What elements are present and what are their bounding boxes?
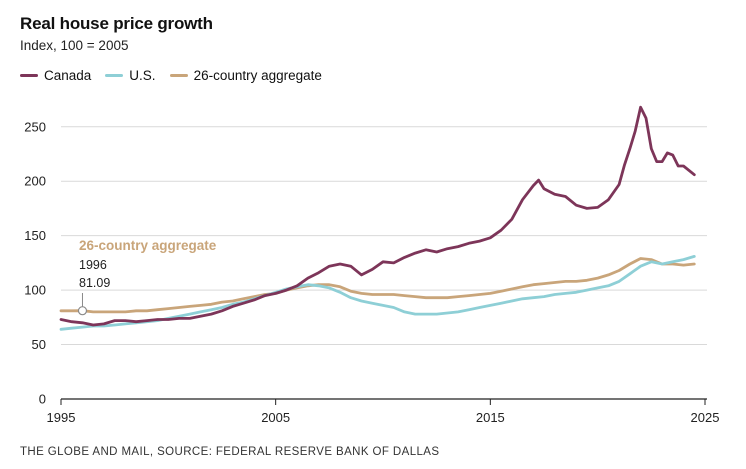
legend-item-us: U.S. — [105, 68, 156, 83]
legend-swatch-canada — [20, 74, 38, 77]
chart-title: Real house price growth — [20, 14, 213, 33]
gridlines — [61, 126, 707, 346]
legend: Canada U.S. 26-country aggregate — [20, 68, 336, 83]
annotation-year: 1996 — [79, 258, 107, 272]
annotation: 26-country aggregate 1996 81.09 — [77, 238, 217, 316]
x-tick-label-1995: 1995 — [47, 410, 76, 425]
annotation-value: 81.09 — [79, 276, 110, 290]
y-tick-label-100: 100 — [24, 283, 46, 298]
y-tick-label-150: 150 — [24, 228, 46, 243]
series-line-26-country-aggregate — [59, 257, 696, 314]
x-tick-label-2015: 2015 — [476, 410, 505, 425]
x-tick-label-2005: 2005 — [261, 410, 290, 425]
y-tick-label-250: 250 — [24, 119, 46, 134]
source-credit: THE GLOBE AND MAIL, SOURCE: FEDERAL RESE… — [20, 446, 440, 458]
y-tick-label-200: 200 — [24, 174, 46, 189]
y-tick-label-0: 0 — [39, 392, 46, 407]
series-lines — [59, 105, 696, 331]
chart-subtitle: Index, 100 = 2005 — [20, 38, 129, 53]
axes: 0 50 100 150 200 250 1995 2005 2015 2025 — [24, 119, 719, 425]
legend-label-aggregate: 26-country aggregate — [193, 68, 322, 83]
legend-swatch-us — [105, 74, 124, 77]
annotation-title: 26-country aggregate — [79, 238, 217, 253]
legend-swatch-aggregate — [169, 74, 188, 77]
series-line-canada — [59, 105, 696, 327]
annotation-marker — [77, 306, 88, 316]
x-tick-label-2025: 2025 — [691, 410, 720, 425]
legend-label-us: U.S. — [129, 68, 156, 83]
legend-label-canada: Canada — [44, 68, 92, 83]
legend-item-canada: Canada — [20, 68, 91, 83]
legend-item-aggregate: 26-country aggregate — [169, 68, 322, 83]
y-tick-label-50: 50 — [32, 337, 46, 352]
